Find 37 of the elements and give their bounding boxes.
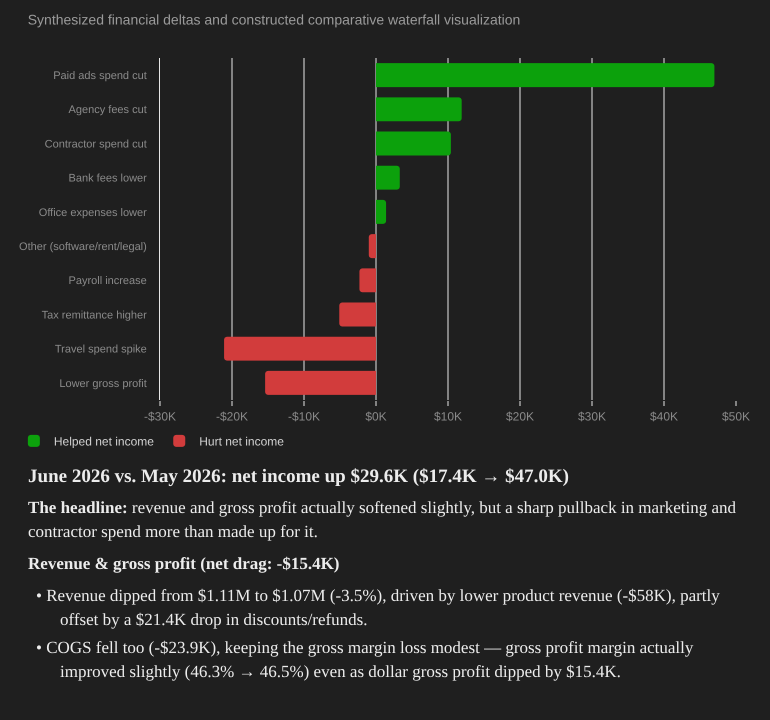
x-tick-label: $30K [578, 409, 606, 424]
x-tick-label: $10K [434, 409, 462, 424]
y-tick-label: Payroll increase [68, 275, 147, 288]
y-tick-label: Paid ads spend cut [53, 70, 147, 82]
x-tick-label: -$30K [144, 409, 176, 424]
legend-label: Helped net income [54, 434, 154, 449]
text: June 2026 vs. May 2026: net income up $29.6K ($17.4K → $47.0K) [28, 466, 570, 488]
x-tick-label: $50K [722, 409, 750, 424]
chart-title: Synthesized financial deltas and constructed comparative waterfall visualization [28, 12, 520, 28]
x-tick-label: $0K [365, 409, 387, 424]
y-tick-label: Contractor spend cut [44, 138, 147, 150]
y-tick-label: Tax remittance higher [42, 309, 148, 322]
bar [376, 63, 714, 88]
text: • COGS fell too (-$23.9K), keeping the gross margin loss modest — gross profit margin actually improved slightly (46.3% → 46.5%) even as dollar gross profit dipped by $15.4K. [36, 637, 694, 683]
bar [376, 166, 400, 190]
text: Revenue & gross profit (net drag: -$15.4K) [28, 554, 340, 574]
y-tick-label: Agency fees cut [68, 104, 147, 116]
y-tick-label: Bank fees lower [68, 172, 148, 185]
bar [359, 268, 376, 292]
bar [265, 370, 376, 395]
x-tick-label: $20K [506, 409, 534, 424]
bar [376, 97, 462, 122]
y-tick-label: Other (software/rent/legal) [19, 240, 147, 253]
bar [224, 336, 376, 361]
legend-label: Hurt net income [199, 434, 284, 449]
y-tick-label: Travel spend spike [54, 344, 147, 356]
y-tick-label: Lower gross profit [59, 378, 147, 390]
bar [376, 132, 451, 156]
bar [339, 302, 376, 326]
x-tick-label: $40K [650, 409, 678, 424]
bar [376, 200, 386, 224]
x-tick-label: -$10K [288, 409, 320, 424]
y-tick-label: Office expenses lower [38, 206, 148, 219]
x-tick-label: -$20K [216, 409, 248, 424]
bar [368, 234, 376, 258]
text: • Revenue dipped from $1.11M to $1.07M (-3.5%), driven by lower product revenue (-$58K), partly offset by a $21.4K drop in discounts/refunds. [36, 585, 721, 631]
text: The headline: revenue and gross profit actually softened slightly, but a sharp pullback in marketing and contractor spend more than made up for it. [28, 498, 736, 541]
